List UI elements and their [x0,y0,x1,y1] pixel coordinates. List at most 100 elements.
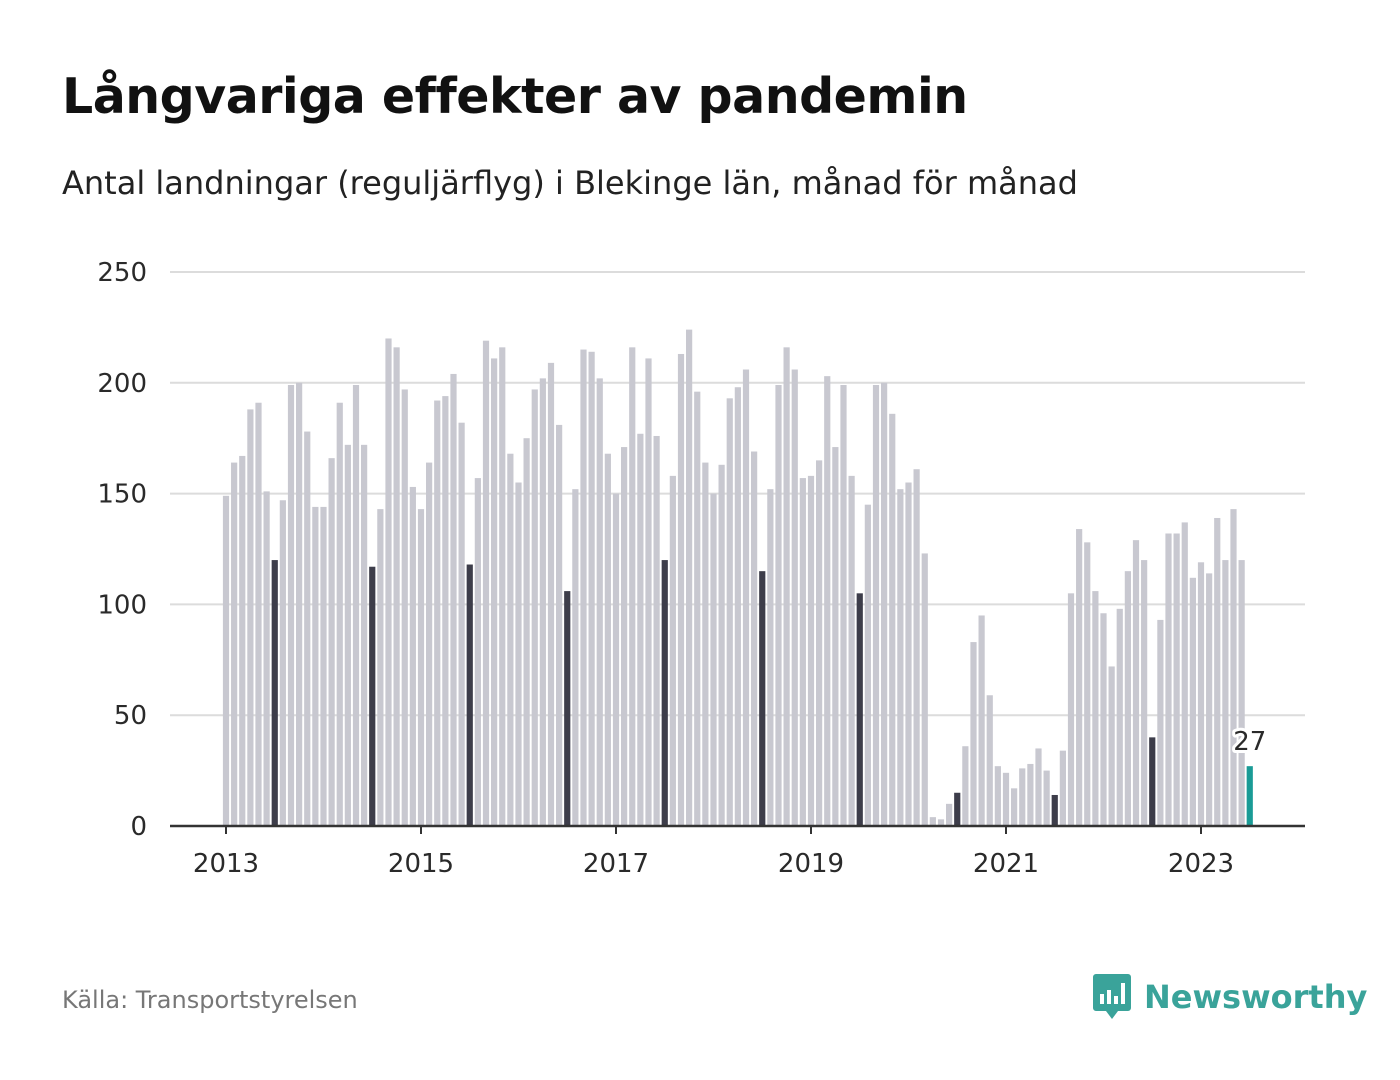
bar [1019,768,1026,826]
bar [799,478,806,826]
bar [1141,560,1148,826]
source-note: Källa: Transportstyrelsen [62,986,358,1014]
bar [1124,571,1131,826]
bar [1002,772,1010,826]
bar-highlight [271,560,278,826]
brand-logo[interactable]: Newsworthy [1092,972,1367,1022]
bar [669,475,676,826]
bar [1059,750,1066,826]
bar [946,803,953,826]
bar [1238,560,1245,826]
bar [970,642,977,826]
bars [222,329,1253,826]
bar [775,385,782,826]
bar [807,475,815,826]
bar [986,695,993,826]
bar [320,506,327,826]
bar [377,509,384,826]
bar [523,438,530,826]
bar [222,495,230,826]
bar [255,402,262,826]
bar [450,373,457,826]
bar [531,389,538,826]
bar [409,486,416,826]
bar [499,347,506,826]
bar [978,615,985,826]
bar [848,475,855,826]
bar [458,422,465,826]
bar [328,458,335,826]
bar [840,385,847,826]
latest-value-label: 27 [1233,727,1266,757]
bar-highlight [564,591,571,826]
bar [401,389,408,826]
x-tick-label: 2021 [973,849,1039,879]
bar-highlight [369,566,376,826]
bar [612,493,620,826]
bar [751,451,758,826]
bar [547,362,555,826]
bar [937,819,945,826]
bar [434,400,441,826]
annotation: 27 [1230,724,1269,760]
bar [832,447,839,826]
bar [905,482,912,826]
bar [1132,540,1140,826]
bar [1043,770,1050,826]
y-tick-label: 0 [130,812,147,842]
x-tick-label: 2019 [778,849,844,879]
bar [1230,509,1237,826]
bar [1214,517,1221,826]
bar [1067,593,1075,826]
bar [1206,573,1213,826]
y-tick-label: 150 [97,480,147,510]
bar [677,353,685,826]
bar [556,424,563,826]
bar [588,351,595,826]
bar [1116,608,1123,826]
x-tick-label: 2023 [1168,849,1234,879]
bar [263,491,270,826]
bar [279,500,286,826]
bar [726,398,733,826]
bar-highlight [954,792,961,826]
bar-chart: 0 50 100 150 200 250 2013 2015 2017 2019 2021 2023… [97,258,1305,879]
bar [621,447,628,826]
bar [742,369,750,826]
bar-highlight [1051,794,1058,826]
bar [913,469,920,826]
bar [994,766,1001,826]
bar [231,462,238,826]
x-tick-label: 2013 [193,849,259,879]
bar [482,340,490,826]
bar-highlight [856,593,863,826]
bar [361,444,368,826]
y-tick-label: 50 [114,701,147,731]
bar [653,435,660,826]
bar [417,509,425,826]
brand-name: Newsworthy [1144,978,1368,1016]
bar [247,409,254,826]
bar [929,817,936,826]
bar [312,506,319,826]
bar [824,376,831,826]
bar [604,453,611,826]
bar [645,358,652,826]
bar [304,431,311,826]
bar [491,358,498,826]
bar [539,378,546,826]
bar [1181,522,1188,826]
bar [686,329,693,826]
bar [767,489,774,826]
x-axis: 2013 2015 2017 2019 2021 2023 [170,824,1305,879]
bar [889,413,896,826]
bar [702,462,709,826]
y-tick-label: 200 [97,369,147,399]
bar [393,347,400,826]
bar [1197,562,1205,826]
bar [344,444,351,826]
bar [385,338,392,826]
bar-highlight [661,560,668,826]
bar [864,504,871,826]
bar-highlight [466,564,473,826]
